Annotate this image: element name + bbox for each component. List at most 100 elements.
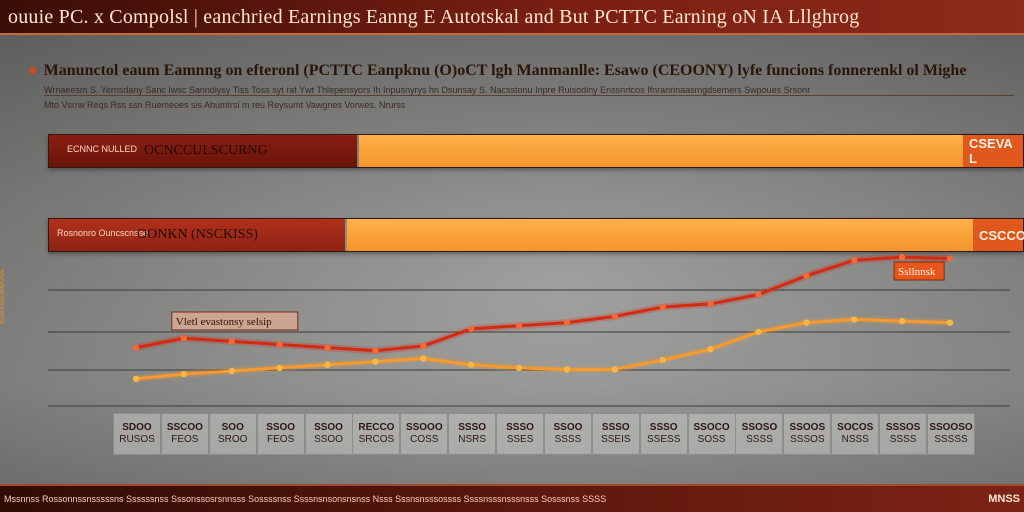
x-tick-label-line-1: SOO [221,422,244,433]
series-1-point [467,361,475,368]
series-0-point [515,322,523,329]
x-tick-label-line-1: SSOOSO [929,422,973,433]
summary-banner-1: ECNNC NULLED OCNCCULSCURNG CSEVA L [48,134,1024,168]
x-tick-label-line-2: SSSSS [934,434,968,445]
banner-2-small-text: Rosnonro Ouncscnsse [57,228,149,238]
series-line-0 [135,255,951,353]
x-tick-label-line-2: FEOS [171,434,199,445]
series-0-point [946,255,954,262]
annotation-box [171,311,299,331]
series-1-point [515,364,523,372]
x-tick-label-line-1: SSSO [601,422,630,433]
x-tick-label-line-1: SSSOS [885,422,921,433]
x-tick-label-line-2: SSOO [314,434,343,445]
x-tick-label-line-2: SSSS [746,434,773,445]
series-1-point [851,316,858,323]
series-0-point [228,338,235,345]
x-tick-label-line-2: RUSOS [119,434,155,445]
series-0-point [420,342,427,350]
series-layer [132,253,954,383]
x-tick-label-line-1: SSOO [553,422,583,433]
x-tick-label-line-2: NSSS [841,434,869,445]
x-tick-label-line-2: SSSS [554,434,582,445]
series-line-1 [135,318,951,381]
series-1-point [707,345,714,353]
x-tick-label-line-2: FEOS [267,434,295,445]
title-bar: ouuie PC. x Compolsl | eanchried Earning… [0,0,1024,35]
banner-2-fill [347,219,973,251]
x-tick-label: SSOOO COSS [400,413,449,455]
x-tick-label: RECCO SRCOS [352,413,401,455]
x-tick-label: SSSO SSES [496,413,545,455]
series-1-point [180,370,188,378]
x-tick-label-line-1: SSSO [458,422,487,433]
series-1-point [372,358,379,365]
x-tick-label: SDOO RUSOS [113,413,161,455]
x-tick-label: SSOSO SSSS [735,413,784,455]
x-tick-label-line-2: SRCOS [358,434,395,445]
x-tick-label: SSCOO FEOS [160,413,209,455]
series-0-point [755,291,762,298]
x-tick-label: SSSOS SSSS [879,413,928,455]
x-tick-label-line-2: NSRS [458,434,487,445]
banner-1-small-text: ECNNC NULLED [67,144,138,154]
series-1-point [946,319,954,326]
x-tick-label-line-1: SSOSO [741,422,778,433]
annotation-1: Ssllnnsk [893,261,945,281]
series-0-point [563,319,571,326]
series-0-point [132,344,140,351]
x-tick-label-line-1: SSOOO [405,422,443,433]
series-0-point [898,253,906,261]
page-title: ouuie PC. x Compolsl | eanchried Earning… [8,6,860,28]
series-1-point [276,364,283,372]
series-1-point [803,319,810,326]
chart-subtitle: ● Manunctol eaum Eamnng on efteronl (PCTT… [28,62,1014,82]
x-tick-label-line-2: SOSS [697,434,726,445]
footer-badge: MNSS [988,493,1020,505]
banner-2-label: OONKN (NSCKISS) [137,227,258,242]
series-0-point [803,272,810,280]
line-chart: Vletl evastonsy selsip Ssllnnsk [48,253,1010,407]
banner-2-tag: CSCCO [973,219,1024,251]
x-tick-label: SSOOS SSSOS [783,413,832,455]
series-1-point [324,361,331,368]
x-tick-label-line-1: SOCOS [837,422,874,433]
series-0-point [659,303,666,311]
subtitle-text: Manunctol eaum Eamnng on efteronl (PCTTC… [43,62,967,79]
x-tick-label: SSOOSO SSSSS [927,413,975,455]
annotation-layer: Vletl evastonsy selsip Ssllnnsk [171,261,945,331]
series-0-point [851,257,858,264]
series-1-point [898,317,906,325]
series-0-point [324,344,331,351]
series-1-point [420,355,427,362]
description-line-1: Wrnaeesm S. Yernsdany Sanc Iwsc Sanndiys… [44,85,1014,96]
x-tick-label: SOCOS NSSS [831,413,880,455]
banner-2-left-panel [49,219,345,251]
x-tick-label-line-2: SSESS [647,434,681,445]
banner-1-fill [359,135,963,167]
x-tick-label-line-2: SSEIS [601,434,631,445]
x-tick-label: SSOO SSSS [543,413,592,455]
x-tick-label-line-1: SDOO [122,422,152,433]
x-tick-label-line-1: SSOOS [789,422,826,433]
bullet-icon: ● [28,62,38,79]
x-tick-label-line-1: RECCO [358,422,395,433]
series-0-point [372,347,379,354]
x-tick-label: SSOO SSOO [304,413,353,455]
grid-layer [48,289,1010,407]
x-tick-label-line-1: SSOCO [693,422,730,433]
description-line-2: Mto Vsrrw Reqs Rss ssn Ruemeoes sis Ahum… [44,100,406,110]
x-tick-label-line-1: SSCOO [166,422,203,433]
banner-1-tag: CSEVA L [963,135,1023,167]
x-tick-label-line-2: SROO [218,434,248,445]
series-0-point [276,341,283,348]
x-tick-label-line-2: COSS [410,434,439,445]
x-tick-label-line-1: SSSO [649,422,678,433]
series-1-point [563,366,571,373]
series-1-point [659,356,666,364]
series-1-point [228,367,235,375]
x-tick-label: SSSO SSESS [639,413,688,455]
series-0-point [611,313,619,320]
x-tick-label-line-2: SSSOS [790,434,825,445]
annotation-0: Vletl evastonsy selsip [171,311,299,331]
